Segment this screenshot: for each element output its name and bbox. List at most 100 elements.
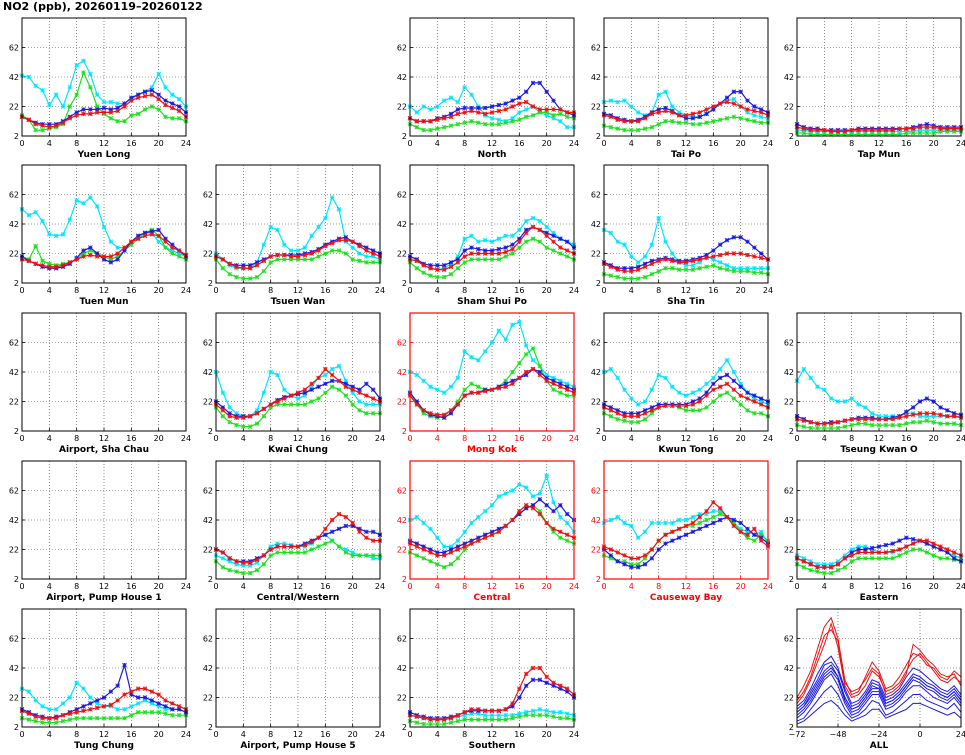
x-tick-label: 8 [268,434,273,443]
data-point [476,706,481,712]
data-point [731,517,737,523]
data-point [842,399,848,404]
data-point [951,421,957,426]
data-point [74,92,79,98]
data-point [635,564,641,570]
data-point [711,254,716,259]
x-tick-label: 8 [656,286,661,295]
data-point [476,717,481,722]
data-point [615,408,620,413]
data-point [517,695,522,700]
data-point [275,399,280,404]
data-point [510,704,515,709]
x-tick-label: 16 [901,139,911,148]
data-point [738,104,743,109]
data-point [629,556,634,561]
y-tick-label: 42 [397,368,407,377]
x-tick-label: 12 [293,286,303,295]
data-point [428,410,433,416]
data-point [261,406,267,412]
x-tick-label: 4 [47,730,52,739]
data-point [448,264,454,270]
data-point [455,547,461,552]
x-tick-label: 16 [320,286,330,295]
data-point [496,257,502,262]
data-point [622,418,627,423]
data-point [323,366,328,372]
data-point [295,254,301,259]
x-tick-label: 8 [268,730,273,739]
data-point [421,715,426,721]
data-point [428,384,433,390]
data-point [738,520,743,526]
x-tick-label: 0 [601,139,606,148]
plot-frame [603,17,769,137]
data-point [316,248,321,253]
data-point [469,233,474,239]
data-point [683,113,689,118]
data-point [758,265,764,271]
data-point [731,520,737,526]
data-point [842,129,848,134]
data-point [469,381,474,387]
y-tick-label: 42 [397,664,407,673]
data-point [448,561,454,567]
data-point [904,421,909,426]
data-point [176,96,182,102]
data-point [115,715,120,721]
data-point [329,195,335,200]
data-point [530,502,536,508]
data-point [60,232,66,237]
data-point [835,132,841,137]
data-point [414,110,420,115]
data-point [149,232,155,237]
data-point [476,251,481,256]
x-tick-label: 12 [681,434,691,443]
data-point [329,517,335,523]
x-tick-label: 4 [435,582,440,591]
plot-frame [409,164,575,284]
data-point [496,712,502,718]
data-point [26,711,32,717]
data-point [441,564,447,570]
data-point [635,127,641,133]
data-point [629,410,634,416]
data-point [724,115,730,121]
data-point [752,118,757,124]
data-point [462,254,467,259]
data-point [323,215,328,221]
data-point [670,258,675,264]
data-point [163,114,168,120]
y-tick-label: 2 [402,723,407,732]
data-point [288,402,294,407]
data-point [142,686,148,691]
data-point [170,101,175,106]
data-point [350,523,355,529]
y-tick-label: 2 [14,427,19,436]
data-point [663,89,668,95]
data-point [254,260,260,265]
y-tick-label: 62 [784,44,794,53]
data-point [364,402,369,407]
series-line-blue [796,699,962,725]
data-point [622,561,627,567]
data-point [717,511,723,517]
data-point [469,354,474,360]
x-tick-label: 8 [268,582,273,591]
x-tick-label: 16 [126,730,136,739]
y-tick-label: 22 [203,250,213,259]
data-point [469,711,474,717]
data-point [163,102,168,108]
data-point [752,108,757,114]
data-point [448,123,454,128]
x-tick-label: 0 [794,434,799,443]
data-point [704,517,709,523]
data-point [663,257,668,262]
data-point [74,257,79,262]
data-point [801,130,807,136]
data-point [414,372,420,378]
data-point [81,704,86,709]
data-point [876,413,882,419]
data-point [261,268,267,274]
data-point [142,695,148,700]
